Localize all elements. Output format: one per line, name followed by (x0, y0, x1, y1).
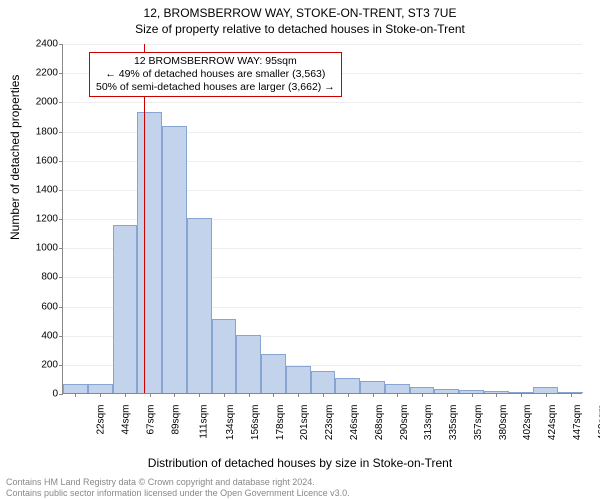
histogram-bar (236, 335, 261, 393)
chart-title-sub: Size of property relative to detached ho… (0, 22, 600, 36)
x-tick-label: 89sqm (170, 405, 181, 435)
x-tick-mark (397, 393, 398, 397)
y-tick-label: 1200 (36, 214, 58, 225)
histogram-bar (311, 371, 336, 393)
x-tick-mark (298, 393, 299, 397)
x-tick-mark (150, 393, 151, 397)
y-tick-label: 1000 (36, 243, 58, 254)
histogram-bar (212, 319, 237, 393)
x-tick-mark (174, 393, 175, 397)
x-tick-label: 380sqm (498, 405, 509, 441)
x-tick-mark (373, 393, 374, 397)
y-tick-mark (59, 248, 63, 249)
x-tick-label: 223sqm (324, 405, 335, 441)
x-tick-mark (472, 393, 473, 397)
x-tick-mark (125, 393, 126, 397)
y-tick-mark (59, 219, 63, 220)
x-tick-mark (571, 393, 572, 397)
histogram-bar (162, 126, 187, 393)
chart-title-main: 12, BROMSBERROW WAY, STOKE-ON-TRENT, ST3… (0, 6, 600, 20)
gridline (63, 44, 582, 45)
footer-line2: Contains public sector information licen… (6, 488, 594, 498)
y-tick-mark (59, 44, 63, 45)
x-tick-label: 402sqm (522, 405, 533, 441)
x-tick-mark (323, 393, 324, 397)
x-tick-mark (348, 393, 349, 397)
histogram-bar (88, 384, 113, 393)
x-tick-label: 67sqm (145, 405, 156, 435)
histogram-bar (113, 225, 138, 393)
x-tick-label: 178sqm (275, 405, 286, 441)
y-tick-label: 1800 (36, 126, 58, 137)
y-tick-label: 400 (41, 330, 58, 341)
x-tick-mark (521, 393, 522, 397)
info-box: 12 BROMSBERROW WAY: 95sqm← 49% of detach… (89, 52, 342, 97)
histogram-bar (137, 112, 162, 393)
y-tick-label: 800 (41, 272, 58, 283)
y-tick-mark (59, 132, 63, 133)
x-tick-mark (100, 393, 101, 397)
y-tick-mark (59, 102, 63, 103)
y-tick-label: 2200 (36, 68, 58, 79)
x-tick-label: 246sqm (349, 405, 360, 441)
x-tick-mark (447, 393, 448, 397)
x-tick-label: 357sqm (473, 405, 484, 441)
x-axis-label: Distribution of detached houses by size … (0, 456, 600, 470)
x-tick-mark (546, 393, 547, 397)
x-tick-label: 134sqm (225, 405, 236, 441)
y-tick-mark (59, 190, 63, 191)
x-tick-label: 447sqm (572, 405, 583, 441)
x-tick-label: 424sqm (547, 405, 558, 441)
x-tick-label: 44sqm (121, 405, 132, 435)
y-tick-label: 1600 (36, 155, 58, 166)
y-tick-mark (59, 394, 63, 395)
y-tick-label: 200 (41, 359, 58, 370)
y-tick-mark (59, 277, 63, 278)
footer-attribution: Contains HM Land Registry data © Crown c… (6, 477, 594, 498)
x-tick-label: 290sqm (399, 405, 410, 441)
histogram-bar (286, 366, 311, 393)
histogram-bar (187, 218, 212, 393)
y-tick-label: 2000 (36, 97, 58, 108)
x-tick-label: 335sqm (448, 405, 459, 441)
histogram-bar (335, 378, 360, 393)
y-tick-mark (59, 73, 63, 74)
info-box-line2: ← 49% of detached houses are smaller (3,… (96, 68, 335, 81)
y-tick-mark (59, 307, 63, 308)
histogram-bar (63, 384, 88, 393)
x-tick-label: 268sqm (374, 405, 385, 441)
info-box-line3: 50% of semi-detached houses are larger (… (96, 81, 335, 94)
histogram-bar (385, 384, 410, 393)
x-tick-label: 201sqm (300, 405, 311, 441)
y-tick-label: 0 (52, 389, 58, 400)
x-tick-mark (224, 393, 225, 397)
histogram-bar (261, 354, 286, 393)
x-tick-label: 313sqm (423, 405, 434, 441)
y-tick-label: 2400 (36, 39, 58, 50)
x-tick-mark (496, 393, 497, 397)
x-tick-mark (273, 393, 274, 397)
histogram-bar (360, 381, 385, 393)
footer-line1: Contains HM Land Registry data © Crown c… (6, 477, 594, 487)
x-tick-label: 22sqm (96, 405, 107, 435)
info-box-line1: 12 BROMSBERROW WAY: 95sqm (96, 55, 335, 68)
y-tick-label: 600 (41, 301, 58, 312)
y-tick-mark (59, 365, 63, 366)
x-tick-mark (199, 393, 200, 397)
x-tick-mark (422, 393, 423, 397)
x-tick-mark (249, 393, 250, 397)
x-tick-mark (75, 393, 76, 397)
y-tick-mark (59, 161, 63, 162)
plot-area: 0200400600800100012001400160018002000220… (62, 44, 582, 394)
gridline (63, 102, 582, 103)
x-tick-label: 111sqm (199, 405, 210, 439)
y-tick-mark (59, 336, 63, 337)
x-tick-label: 156sqm (250, 405, 261, 441)
y-axis-label: Number of detached properties (8, 75, 22, 240)
y-tick-label: 1400 (36, 184, 58, 195)
